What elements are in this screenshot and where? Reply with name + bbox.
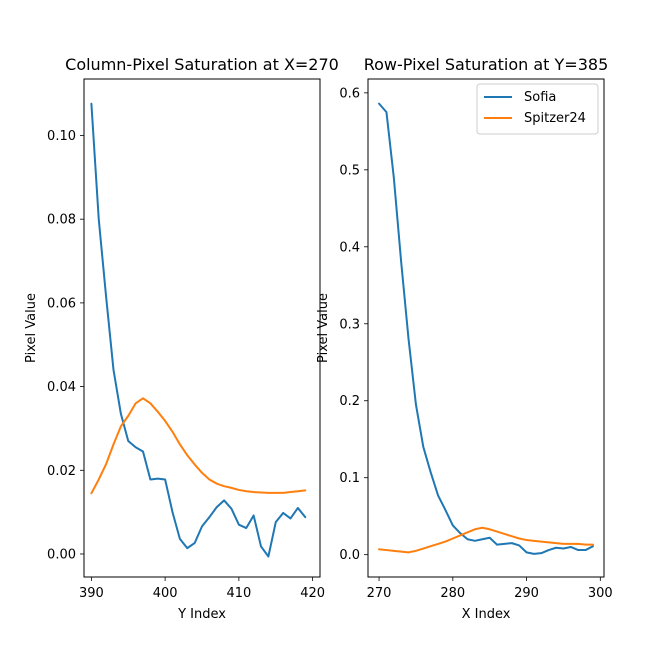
y-tick-label: 0.04: [47, 380, 76, 395]
y-tick-label: 0.0: [339, 548, 360, 563]
y-tick-label: 0.4: [339, 240, 360, 255]
x-tick-label: 270: [367, 586, 392, 601]
y-tick-label: 0.6: [339, 86, 360, 101]
series-line-sofia: [378, 102, 594, 555]
y-tick-label: 0.2: [339, 394, 360, 409]
legend-label-spitzer24: Spitzer24: [524, 111, 586, 126]
y-axis-label: Pixel Value: [24, 293, 39, 363]
chart-panel-row: Row-Pixel Saturation at Y=385 270 280 290 3…: [316, 55, 613, 622]
x-axis-ticks: 270 280 290 300: [367, 577, 613, 601]
series-line-2: [90, 397, 307, 495]
axes-frame: [367, 78, 605, 578]
axes-frame: [83, 78, 321, 578]
plot-area: [378, 102, 594, 555]
y-axis-ticks: 0.0 0.1 0.2 0.3 0.4 0.5 0.6: [339, 86, 368, 563]
legend: Sofia Spitzer24: [476, 83, 599, 135]
y-tick-label: 0.3: [339, 317, 360, 332]
chart-title: Row-Pixel Saturation at Y=385: [364, 55, 609, 74]
x-axis-label: X Index: [462, 607, 511, 622]
y-tick-label: 0.02: [47, 464, 76, 479]
x-tick-label: 280: [440, 586, 465, 601]
y-tick-label: 0.06: [47, 296, 76, 311]
y-axis-ticks: 0.00 0.02 0.04 0.06 0.08 0.10: [47, 129, 84, 562]
series-line-spitzer24: [378, 526, 594, 554]
plot-area: [90, 102, 307, 558]
y-tick-label: 0.5: [339, 163, 360, 178]
legend-label-sofia: Sofia: [524, 90, 556, 105]
y-tick-label: 0.1: [339, 471, 360, 486]
x-tick-label: 290: [514, 586, 539, 601]
y-tick-label: 0.08: [47, 213, 76, 228]
x-axis-label: Y Index: [177, 607, 226, 622]
x-tick-label: 410: [226, 586, 251, 601]
x-tick-label: 420: [300, 586, 325, 601]
y-tick-label: 0.10: [47, 129, 76, 144]
x-tick-label: 300: [588, 586, 613, 601]
y-axis-label: Pixel Value: [316, 293, 331, 363]
chart-panel-column: Column-Pixel Saturation at X=270 390 400 4…: [24, 55, 339, 622]
x-tick-label: 400: [153, 586, 178, 601]
y-tick-label: 0.00: [47, 547, 76, 562]
x-axis-ticks: 390 400 410 420: [79, 577, 325, 601]
x-tick-label: 390: [79, 586, 104, 601]
series-line-1: [90, 102, 307, 558]
chart-title: Column-Pixel Saturation at X=270: [65, 55, 339, 74]
